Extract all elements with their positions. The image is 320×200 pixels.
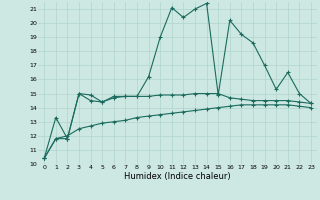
X-axis label: Humidex (Indice chaleur): Humidex (Indice chaleur) — [124, 172, 231, 181]
